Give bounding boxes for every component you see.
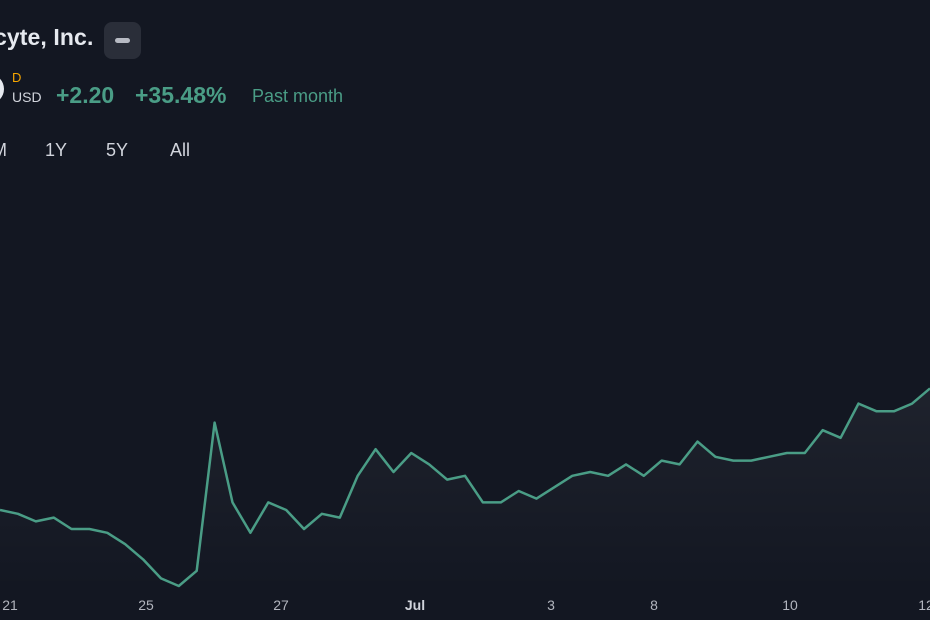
company-logo-icon [0, 74, 4, 104]
range-button-1y[interactable]: 1Y [45, 140, 68, 160]
range-button-5y[interactable]: 5Y [106, 140, 129, 160]
x-tick-label: 8 [650, 597, 658, 613]
price-line [0, 387, 930, 588]
minus-button[interactable] [104, 22, 141, 59]
range-button-month[interactable]: M [0, 140, 7, 161]
x-tick-label: 25 [138, 597, 154, 613]
x-tick-label: 10 [782, 597, 798, 613]
x-tick-label: 3 [547, 597, 555, 613]
price-change-absolute: +2.20 [56, 82, 115, 108]
exchange-flag: D [12, 70, 22, 85]
x-tick-label: 12 [918, 597, 930, 613]
x-tick-label: Jul [405, 597, 425, 613]
company-name: cyte, Inc. [0, 24, 94, 50]
range-button-all[interactable]: All [170, 140, 191, 160]
currency-label: USD [12, 89, 42, 105]
x-tick-label: 27 [273, 597, 289, 613]
x-tick-label: 21 [2, 597, 18, 613]
price-area-fill [0, 388, 930, 590]
change-period-label: Past month [252, 86, 344, 106]
price-change-percent: +35.48% [135, 82, 227, 108]
minus-icon [115, 38, 130, 43]
